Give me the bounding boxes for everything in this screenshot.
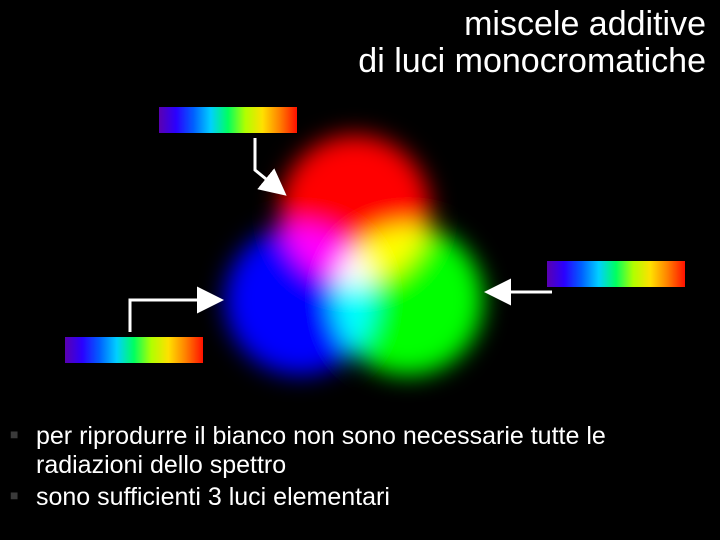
bullet-text: sono sufficienti 3 luci elementari	[36, 483, 390, 511]
spectrum-top	[158, 106, 298, 134]
spectrum-left	[64, 336, 204, 364]
bullet-item: sono sufficienti 3 luci elementari	[10, 483, 700, 513]
bullet-text: per riprodurre il bianco non sono necess…	[36, 422, 606, 480]
arrow-to-blue	[130, 300, 218, 332]
bullet-item: per riprodurre il bianco non sono necess…	[10, 422, 700, 481]
venn-diagram	[225, 135, 483, 375]
spectrum-right	[546, 260, 686, 288]
arrow-to-red	[255, 138, 282, 192]
venn-circle-green	[333, 225, 483, 375]
bullet-list: per riprodurre il bianco non sono necess…	[10, 422, 700, 515]
